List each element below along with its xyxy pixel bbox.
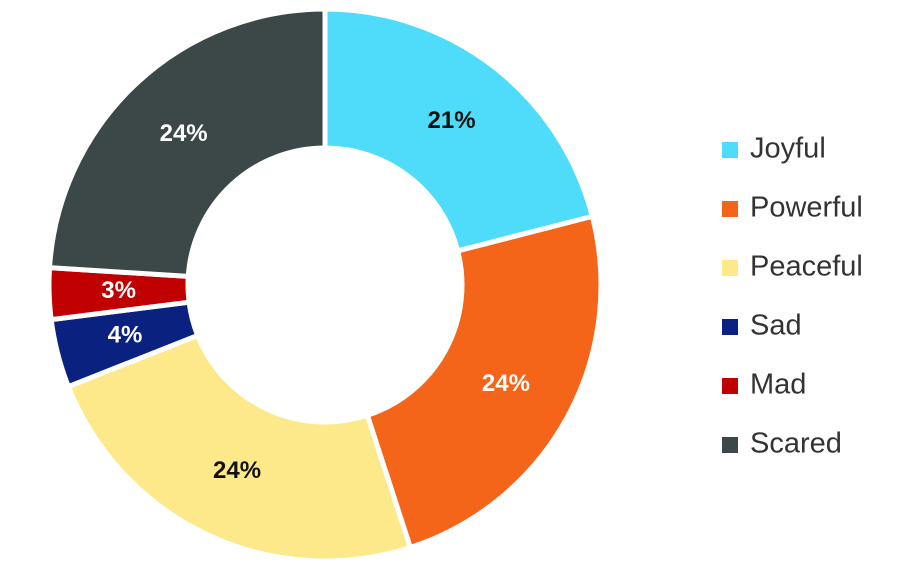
legend-label: Joyful	[750, 133, 826, 165]
data-label: 21%	[428, 107, 476, 134]
legend-swatch	[722, 201, 738, 217]
slice	[322, 6, 596, 254]
legend-label: Sad	[750, 310, 802, 342]
legend-swatch	[722, 378, 738, 394]
data-label: 24%	[213, 457, 261, 484]
legend-label: Scared	[750, 428, 842, 460]
data-label: 4%	[108, 322, 143, 349]
slice	[46, 6, 328, 280]
legend-label: Mad	[750, 369, 806, 401]
legend-swatch	[722, 142, 738, 158]
legend-swatch	[722, 319, 738, 335]
legend-swatch	[722, 260, 738, 276]
legend-label: Peaceful	[750, 251, 863, 283]
data-label: 24%	[160, 120, 208, 147]
data-label: 3%	[101, 277, 136, 304]
legend-swatch	[722, 437, 738, 453]
slice	[65, 332, 414, 564]
data-label: 24%	[482, 370, 530, 397]
slice	[364, 213, 604, 551]
legend-label: Powerful	[750, 192, 863, 224]
